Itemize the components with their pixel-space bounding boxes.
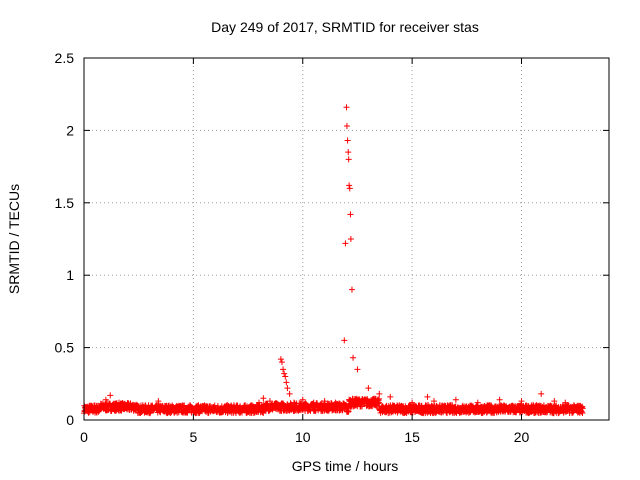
data-point: [551, 398, 558, 405]
y-tick-label: 2.5: [55, 50, 75, 66]
data-point: [341, 337, 348, 344]
y-axis-label: SRMTID / TECUs: [6, 184, 22, 294]
data-point: [107, 392, 114, 399]
data-point: [474, 399, 481, 406]
data-point: [347, 211, 354, 218]
chart-title: Day 249 of 2017, SRMTID for receiver sta…: [211, 19, 479, 35]
data-point: [102, 396, 109, 403]
y-tick-label: 0: [66, 412, 74, 428]
data-point: [172, 403, 179, 410]
data-point: [350, 354, 357, 361]
data-point: [310, 399, 317, 406]
x-tick-label: 0: [80, 429, 88, 445]
data-point: [332, 399, 339, 406]
y-axis-ticks: 0 0.5 1 1.5 2 2.5: [55, 50, 609, 428]
data-point: [260, 395, 267, 402]
data-point: [234, 403, 241, 410]
data-point: [538, 390, 545, 397]
data-point: [431, 398, 437, 405]
y-tick-label: 2: [66, 122, 74, 138]
data-point: [518, 398, 525, 405]
data-point: [256, 399, 262, 406]
y-tick-label: 0.5: [55, 340, 75, 356]
x-axis-ticks: 0 5 10 15 20: [80, 58, 529, 445]
data-point: [452, 396, 459, 403]
x-tick-label: 20: [514, 429, 530, 445]
data-point: [347, 236, 354, 242]
data-point: [286, 390, 293, 397]
data-point: [343, 123, 350, 130]
baseline-point: [345, 408, 352, 415]
data-point: [343, 104, 350, 111]
data-point: [344, 137, 351, 144]
data-point: [409, 399, 416, 406]
x-tick-label: 10: [295, 429, 311, 445]
data-points: [83, 104, 586, 413]
x-tick-label: 5: [189, 429, 197, 445]
grid: [84, 58, 609, 420]
data-point: [291, 399, 297, 406]
y-tick-label: 1: [66, 267, 74, 283]
data-point: [562, 399, 569, 406]
data-point: [283, 379, 290, 386]
data-point: [345, 156, 352, 163]
data-point: [365, 385, 372, 392]
data-point: [277, 356, 284, 363]
data-point: [124, 402, 131, 409]
data-point: [387, 393, 394, 400]
data-point: [424, 393, 431, 400]
data-point: [346, 185, 353, 192]
data-point: [579, 405, 586, 412]
data-point: [281, 370, 288, 377]
data-point: [342, 240, 349, 247]
data-point: [190, 406, 197, 413]
data-point: [155, 398, 162, 405]
baseline-noise: [81, 395, 586, 417]
plot-border: [83, 57, 610, 421]
data-point: [116, 399, 122, 406]
data-point: [345, 149, 352, 156]
data-point: [212, 405, 219, 412]
baseline-point: [345, 409, 352, 416]
data-point: [280, 366, 287, 373]
x-tick-label: 15: [404, 429, 420, 445]
data-point: [376, 390, 383, 397]
data-point: [321, 398, 328, 405]
x-axis-label: GPS time / hours: [292, 458, 399, 474]
data-point: [282, 373, 289, 380]
data-point: [284, 385, 291, 392]
data-point: [91, 402, 98, 409]
data-point: [354, 366, 361, 373]
data-point: [348, 286, 355, 293]
data-point: [266, 398, 273, 405]
baseline-point: [181, 402, 188, 409]
plot-area: [84, 58, 609, 420]
data-point: [496, 396, 503, 403]
data-point: [278, 359, 285, 366]
y-tick-label: 1.5: [55, 195, 75, 211]
data-point: [346, 182, 353, 189]
data-point: [299, 396, 306, 403]
